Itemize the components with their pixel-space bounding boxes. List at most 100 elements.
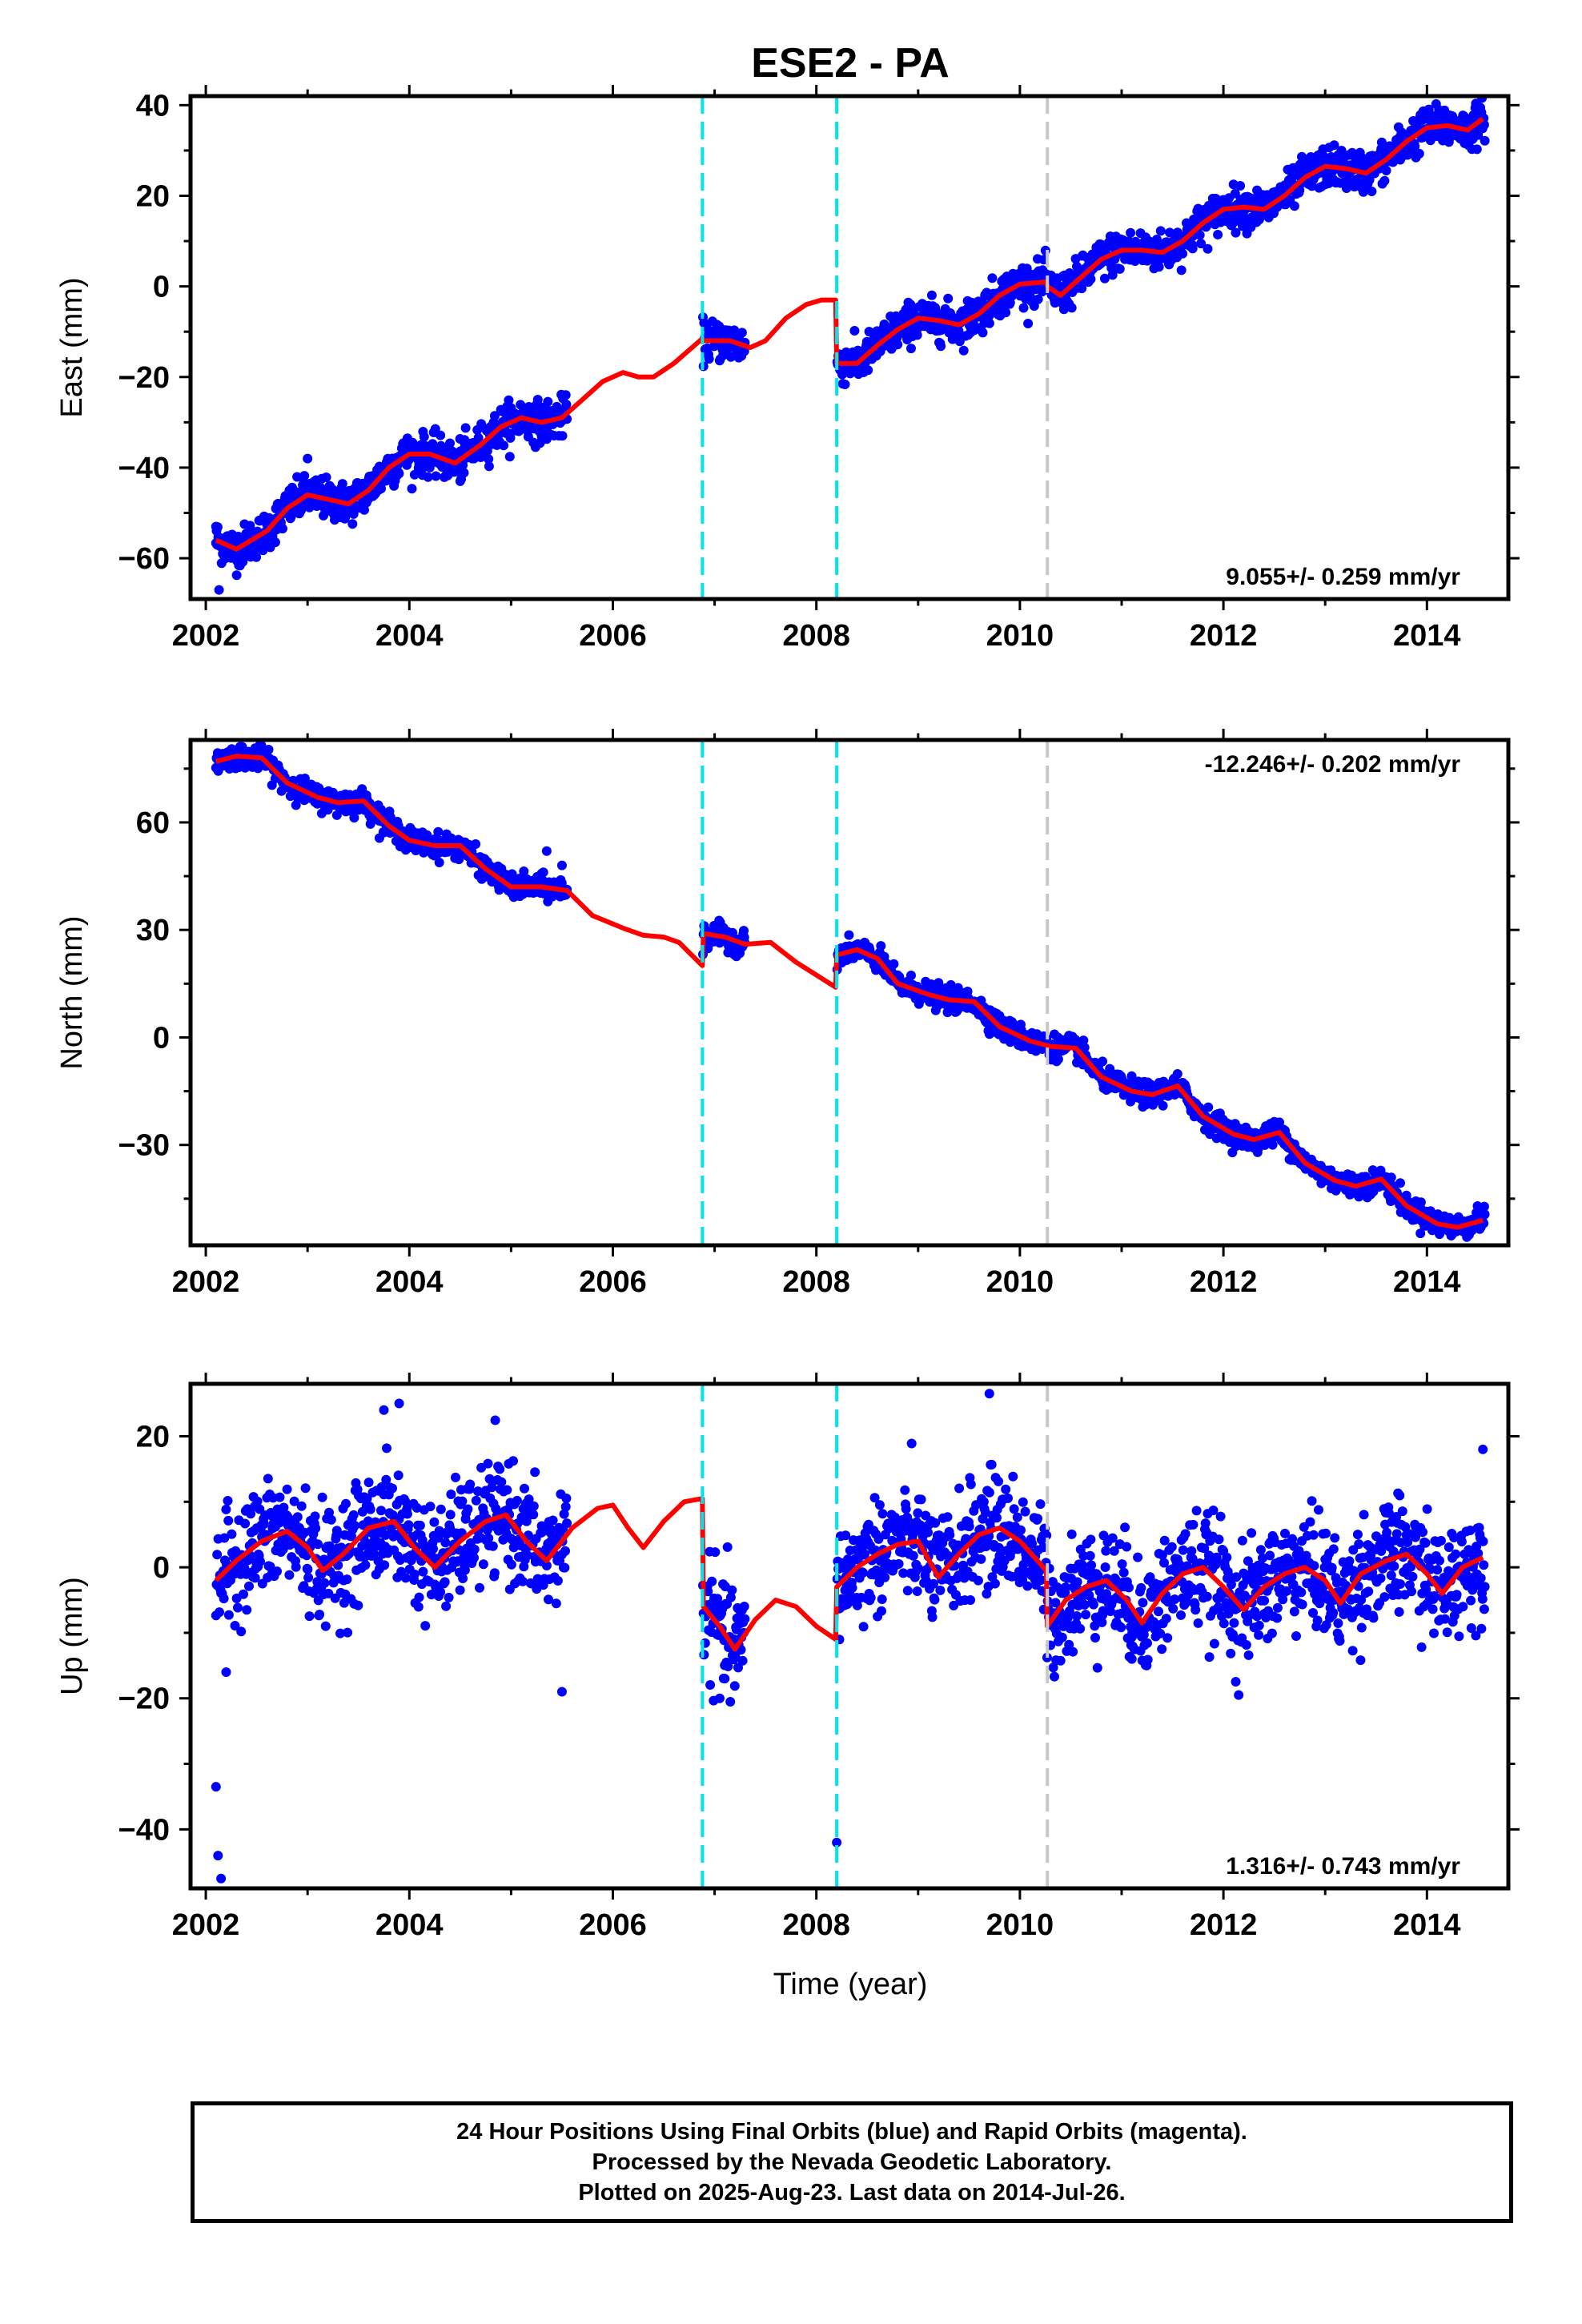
data-point (457, 1496, 468, 1506)
data-point (705, 1680, 716, 1690)
data-point (317, 1492, 327, 1502)
data-point (1066, 303, 1077, 313)
data-point (1275, 1117, 1284, 1128)
data-point (331, 1526, 342, 1536)
data-point (296, 1501, 307, 1511)
data-point (311, 1523, 321, 1534)
y-tick-label: 20 (136, 179, 170, 213)
data-point (1048, 1663, 1058, 1673)
data-point (559, 1509, 569, 1519)
y-tick-label: 30 (136, 914, 170, 947)
data-point (840, 380, 850, 389)
y-tick-label: −60 (118, 542, 170, 576)
data-point (865, 1593, 876, 1602)
data-point (877, 1606, 886, 1616)
data-point (434, 858, 444, 867)
observations-north (211, 740, 1490, 1242)
data-point (863, 365, 873, 376)
data-point (504, 395, 514, 405)
observations-up (211, 1389, 1490, 1884)
outlier-point (541, 846, 552, 856)
data-point (1057, 1632, 1067, 1642)
data-point (1336, 146, 1347, 155)
data-point (460, 423, 471, 433)
data-point (992, 1513, 1002, 1523)
data-point (445, 1510, 456, 1520)
data-point (740, 1614, 750, 1624)
data-point (889, 959, 899, 969)
data-point (489, 411, 500, 421)
data-point (887, 1535, 897, 1546)
data-point (1079, 1043, 1090, 1052)
data-point (465, 1479, 476, 1490)
data-point (548, 1515, 558, 1526)
data-point (1086, 274, 1096, 284)
data-point (1213, 230, 1223, 239)
data-point (517, 1576, 528, 1586)
panels-group: 2002 2004 2006 2008 2010 2012 2014−60−40−20020… (55, 85, 1520, 1942)
data-point (1099, 273, 1110, 283)
data-point (990, 1578, 1000, 1589)
data-point (908, 1530, 918, 1540)
data-point (519, 866, 529, 876)
x-ticks-east (204, 85, 1428, 610)
data-point (930, 1518, 941, 1528)
data-point (431, 471, 441, 481)
data-point (419, 432, 429, 442)
data-point (699, 1650, 709, 1660)
data-point (1033, 1514, 1042, 1524)
data-point (908, 1550, 918, 1561)
data-point (929, 1578, 938, 1589)
data-point (382, 1443, 391, 1454)
data-point (446, 1490, 456, 1499)
data-point (1381, 166, 1391, 175)
data-point (923, 1527, 933, 1538)
outlier-point (214, 585, 224, 595)
data-point (407, 484, 417, 494)
x-tick-label: 2006 (579, 619, 647, 653)
data-point (400, 1573, 411, 1583)
data-point (560, 1562, 570, 1573)
data-point (1395, 1178, 1405, 1188)
data-point (1415, 1228, 1426, 1239)
data-point (323, 1588, 334, 1598)
data-point (841, 1530, 851, 1541)
y-ticks-north (179, 767, 1520, 1200)
data-point (409, 1569, 420, 1579)
data-point (1018, 303, 1029, 313)
data-point (877, 1509, 888, 1519)
data-point (292, 472, 303, 482)
data-point (423, 472, 433, 482)
data-point (913, 1563, 924, 1574)
data-point (522, 1550, 532, 1560)
data-point (978, 1497, 989, 1507)
data-point (876, 941, 886, 951)
data-point (966, 1595, 976, 1605)
data-point (1410, 141, 1420, 151)
data-point (303, 1564, 313, 1574)
panel-up: 2002 2004 2006 2008 2010 2012 2014−40−20020Up … (55, 1373, 1520, 1942)
data-point (893, 1558, 904, 1569)
data-point (348, 509, 359, 519)
data-point (406, 1555, 416, 1566)
data-point (852, 1600, 862, 1610)
data-point (1020, 1506, 1030, 1517)
data-point (1472, 144, 1482, 155)
data-point (905, 300, 916, 310)
data-point (1035, 1499, 1046, 1510)
data-point (440, 1538, 451, 1548)
data-point (434, 1526, 444, 1536)
data-point (402, 1509, 412, 1519)
y-tick-label: −40 (118, 452, 170, 485)
x-tick-label: 2002 (172, 1265, 240, 1299)
data-point (1354, 1192, 1364, 1202)
y-tick-label: 60 (136, 806, 170, 840)
observations-east (211, 96, 1490, 595)
panel-frame-north (188, 738, 1511, 1248)
data-point (440, 1577, 450, 1587)
data-point (394, 468, 404, 479)
data-point (255, 1504, 265, 1514)
data-point (1055, 1655, 1066, 1666)
data-point (1379, 175, 1390, 186)
data-point (436, 1587, 446, 1597)
